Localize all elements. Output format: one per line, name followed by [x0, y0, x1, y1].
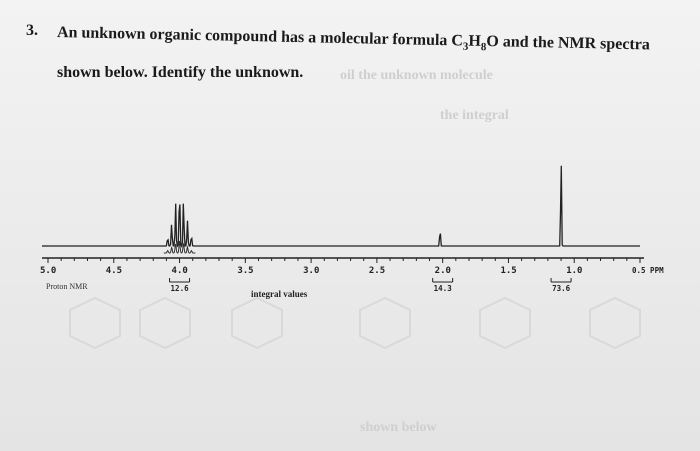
- axis-tick-label: 3.0: [303, 266, 319, 276]
- bleed-through-structures: [69, 296, 641, 350]
- axis-tick-label: 4.0: [172, 266, 188, 276]
- axis-tick-label: 5.0: [40, 266, 56, 276]
- axis-tick-label: 1.0: [566, 266, 582, 276]
- axis-tick-label: 4.5: [106, 266, 122, 276]
- axis-tick-label: 0.5 PPM: [632, 266, 664, 275]
- ghost-text-3: shown below: [360, 420, 437, 435]
- integral-value-label: 73.6: [552, 284, 571, 293]
- ghost-text-2: the integral: [440, 108, 509, 123]
- spectrum-trace: [48, 165, 640, 249]
- integral-markers: 12.6 14.3 73.6: [169, 278, 572, 293]
- axis-tick-label: 2.0: [435, 266, 451, 276]
- question-number: 3.: [26, 22, 38, 39]
- axis-tick-label: 3.5: [237, 266, 253, 276]
- integral-value-label: 12.6: [171, 284, 190, 293]
- integral-value-label: 14.3: [434, 284, 453, 293]
- ghost-text-1: oil the unknown molecule: [340, 68, 493, 83]
- integral-values-label: integral values: [251, 289, 308, 299]
- spectrum-trace-layer: [42, 165, 640, 254]
- multiplet-inset: [163, 240, 196, 254]
- axis-tick-label: 1.5: [500, 266, 516, 276]
- ppm-axis: 5.0 4.5 4.0 3.5 3.0 2.5 2.0 1.5 1.0 0.5 PPM: [40, 257, 664, 276]
- x-axis-label: Proton NMR: [46, 282, 88, 291]
- axis-tick-label: 2.5: [369, 266, 385, 276]
- question-line-2: shown below. Identify the unknown.: [57, 64, 304, 81]
